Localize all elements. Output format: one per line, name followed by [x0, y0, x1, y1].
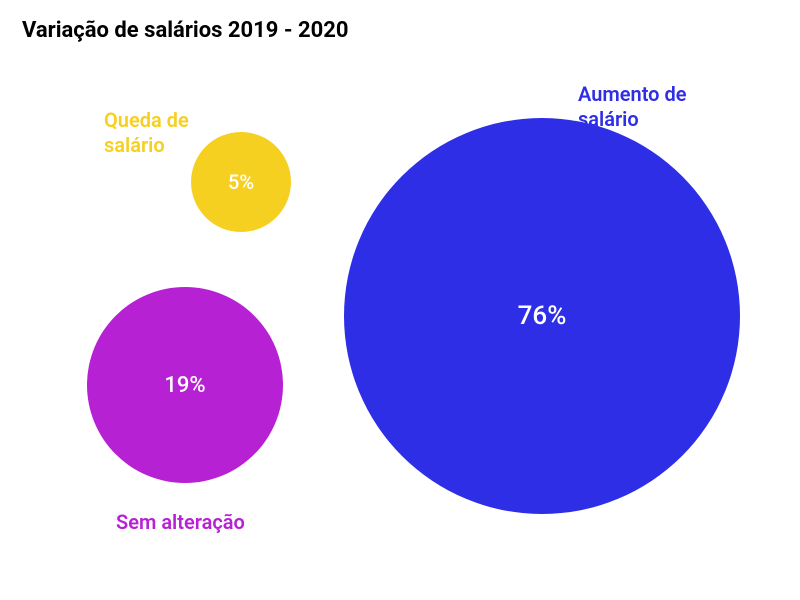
bubble-sem-alteracao-value: 19%: [164, 373, 205, 398]
chart-container: Variação de salários 2019 - 2020 76% Aum…: [0, 0, 800, 600]
bubble-queda: 5%: [191, 132, 291, 232]
bubble-sem-alteracao: 19%: [87, 287, 283, 483]
bubble-queda-label: Queda de salário: [104, 108, 189, 158]
bubble-queda-value: 5%: [228, 170, 254, 194]
bubble-aumento-value: 76%: [518, 301, 567, 331]
bubble-aumento-label: Aumento de salário: [578, 82, 687, 132]
bubble-aumento: 76%: [344, 118, 740, 514]
chart-title: Variação de salários 2019 - 2020: [22, 18, 348, 43]
bubble-sem-alteracao-label: Sem alteração: [116, 510, 245, 535]
